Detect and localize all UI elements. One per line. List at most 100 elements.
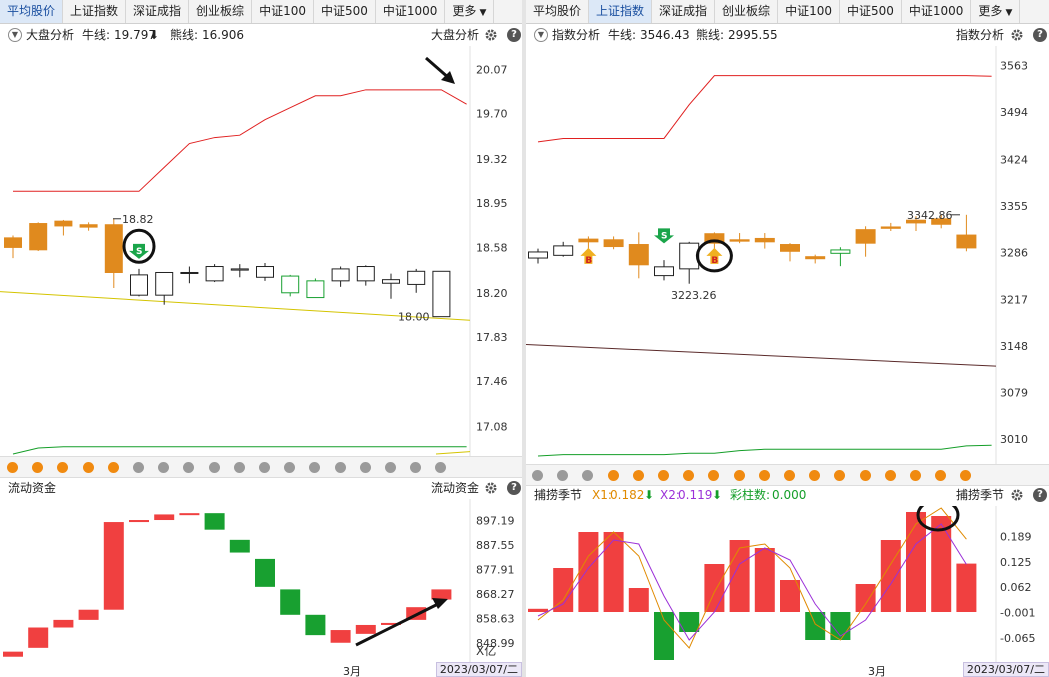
signal-dot[interactable] bbox=[834, 470, 846, 481]
buy-signal-text: B bbox=[585, 256, 592, 266]
signal-dot[interactable] bbox=[884, 470, 896, 481]
collapse-icon[interactable]: ▼ bbox=[8, 28, 22, 42]
indicator-selector[interactable]: 指数分析 bbox=[552, 28, 601, 42]
price-tick-label: 0.125 bbox=[1000, 556, 1032, 569]
signal-dot[interactable] bbox=[208, 462, 220, 473]
gear-icon[interactable] bbox=[484, 28, 498, 42]
help-icon[interactable]: ? bbox=[1033, 488, 1047, 502]
tab-6[interactable]: 中证1000 bbox=[376, 0, 446, 23]
signal-dot[interactable] bbox=[183, 462, 195, 473]
tab-3[interactable]: 创业板综 bbox=[715, 0, 779, 23]
signal-dot[interactable] bbox=[658, 470, 669, 481]
indicator-title: 指数分析 bbox=[956, 28, 1005, 42]
candle-body bbox=[382, 279, 400, 284]
candle-body bbox=[704, 233, 725, 244]
candle-body bbox=[432, 270, 451, 318]
price-tick-label: 3217 bbox=[1000, 293, 1028, 306]
signal-dot[interactable] bbox=[532, 470, 543, 481]
signal-dot[interactable] bbox=[582, 470, 594, 481]
price-tick-label: 3355 bbox=[1000, 200, 1028, 213]
signal-dot[interactable] bbox=[7, 462, 18, 473]
help-icon[interactable]: ? bbox=[1033, 28, 1047, 42]
candle-body bbox=[130, 274, 148, 296]
signal-dot[interactable] bbox=[82, 462, 94, 473]
signal-dot[interactable] bbox=[708, 470, 720, 481]
price-tick-label: 19.70 bbox=[476, 108, 508, 121]
signal-dot[interactable] bbox=[935, 470, 947, 481]
indicator-selector[interactable]: 流动资金 bbox=[8, 481, 57, 495]
right-bottom-toolbar: 捕捞季节 X1: 0.182 ⬇ X2: 0.119 ⬇ 彩柱数: 0.000 … bbox=[526, 484, 1049, 506]
tab-label: 中证100 bbox=[785, 4, 832, 18]
signal-dot[interactable] bbox=[557, 470, 569, 481]
tab-label: 深证成指 bbox=[133, 4, 182, 18]
candle-body bbox=[306, 280, 325, 299]
tab-4[interactable]: 中证100 bbox=[252, 0, 314, 23]
tab-1[interactable]: 上证指数 bbox=[63, 0, 127, 23]
signal-dot[interactable] bbox=[233, 462, 245, 473]
tab-7[interactable]: 更多 ▼ bbox=[971, 0, 1021, 23]
tab-label: 更多 bbox=[452, 4, 477, 18]
gear-icon[interactable] bbox=[484, 481, 498, 495]
signal-dot[interactable] bbox=[784, 470, 795, 481]
price-tick-label: 17.08 bbox=[476, 421, 508, 434]
tab-2[interactable]: 深证成指 bbox=[652, 0, 716, 23]
signal-dot[interactable] bbox=[158, 462, 170, 473]
candle-body bbox=[654, 266, 674, 277]
indicator-selector[interactable]: 捕捞季节 bbox=[534, 488, 583, 502]
help-icon[interactable]: ? bbox=[507, 481, 521, 495]
signal-dot[interactable] bbox=[632, 470, 644, 481]
signal-dot[interactable] bbox=[57, 462, 69, 473]
season-bar bbox=[754, 548, 775, 612]
signal-dot[interactable] bbox=[334, 462, 346, 473]
tab-label: 更多 bbox=[978, 4, 1003, 18]
fund-bar bbox=[355, 624, 376, 634]
signal-dot[interactable] bbox=[284, 462, 296, 473]
indicator-selector[interactable]: 大盘分析 bbox=[26, 28, 75, 42]
candle-body bbox=[906, 219, 926, 224]
signal-dot[interactable] bbox=[758, 470, 770, 481]
signal-dot[interactable] bbox=[435, 462, 447, 473]
tab-0[interactable]: 平均股价 bbox=[526, 0, 590, 23]
tab-5[interactable]: 中证500 bbox=[314, 0, 376, 23]
candle-body bbox=[281, 275, 300, 294]
signal-dot[interactable] bbox=[133, 462, 144, 473]
signal-dot[interactable] bbox=[385, 462, 396, 473]
help-icon[interactable]: ? bbox=[507, 28, 521, 42]
signal-dot[interactable] bbox=[309, 462, 321, 473]
signal-dot[interactable] bbox=[107, 462, 119, 473]
tab-2[interactable]: 深证成指 bbox=[126, 0, 190, 23]
gear-icon[interactable] bbox=[1010, 488, 1024, 502]
tab-label: 上证指数 bbox=[70, 4, 119, 18]
candle-body bbox=[79, 224, 98, 228]
candle-body bbox=[104, 224, 123, 273]
signal-dot[interactable] bbox=[859, 470, 871, 481]
candle-body bbox=[729, 239, 750, 242]
signal-dot[interactable] bbox=[910, 470, 921, 481]
tab-6[interactable]: 中证1000 bbox=[902, 0, 972, 23]
tab-3[interactable]: 创业板综 bbox=[189, 0, 253, 23]
highlight-circle bbox=[916, 506, 960, 532]
collapse-icon[interactable]: ▼ bbox=[534, 28, 548, 42]
signal-dot[interactable] bbox=[259, 462, 270, 473]
price-tick-label: 19.32 bbox=[476, 153, 508, 166]
signal-dot[interactable] bbox=[960, 470, 972, 481]
signal-dot[interactable] bbox=[32, 462, 44, 473]
tab-7[interactable]: 更多 ▼ bbox=[445, 0, 495, 23]
price-tick-label: 877.91 bbox=[476, 563, 515, 576]
tab-0[interactable]: 平均股价 bbox=[0, 0, 64, 23]
tab-1[interactable]: 上证指数 bbox=[589, 0, 653, 23]
left-panel: 平均股价 上证指数 深证成指 创业板综 中证100 中证500 中证1000 更多 ▼ ▼ 大盘… bbox=[0, 0, 522, 677]
gear-icon[interactable] bbox=[1010, 28, 1024, 42]
panel-divider[interactable] bbox=[522, 0, 526, 677]
signal-dot[interactable] bbox=[809, 470, 821, 481]
chevron-down-icon: ▼ bbox=[1005, 8, 1013, 18]
indicator-title: 大盘分析 bbox=[431, 28, 480, 42]
tab-5[interactable]: 中证500 bbox=[840, 0, 902, 23]
signal-dot[interactable] bbox=[683, 470, 695, 481]
signal-dot[interactable] bbox=[410, 462, 422, 473]
signal-dot[interactable] bbox=[359, 462, 371, 473]
tab-4[interactable]: 中证100 bbox=[778, 0, 840, 23]
signal-dot[interactable] bbox=[733, 470, 745, 481]
candle-body bbox=[230, 268, 249, 271]
signal-dot[interactable] bbox=[607, 470, 619, 481]
